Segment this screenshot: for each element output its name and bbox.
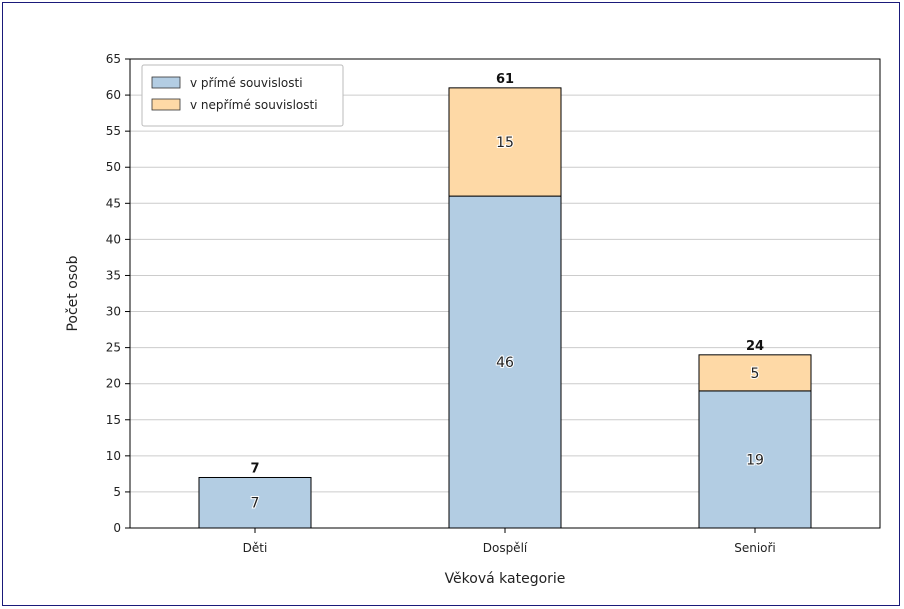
total-labels: 7 61 24 <box>250 72 764 477</box>
bar-segment <box>198 476 312 529</box>
segment-value-label: 46 <box>496 355 514 371</box>
legend-swatch-direct <box>151 76 181 89</box>
total-value-label: 7 <box>250 461 259 476</box>
y-tick-label: 50 <box>106 160 121 174</box>
y-tick-label: 60 <box>106 88 121 102</box>
total-value-label: 24 <box>746 339 764 354</box>
segment-value-label: 5 <box>751 366 760 382</box>
bar-segment <box>448 195 562 529</box>
total-value-label: 61 <box>496 72 514 87</box>
y-tick-label: 35 <box>106 268 121 282</box>
y-tick-label: 40 <box>106 232 121 246</box>
y-tick-label: 5 <box>113 485 121 499</box>
y-tick-label: 20 <box>106 377 121 391</box>
legend-label-indirect: v nepřímé souvislosti <box>190 98 318 112</box>
x-tick-label: Děti <box>243 541 268 555</box>
x-tick-label: Senioři <box>734 541 776 555</box>
y-axis-ticks: 0 5 10 15 20 25 30 35 40 45 50 55 60 65 <box>106 52 130 535</box>
legend-box <box>141 64 344 127</box>
y-tick-label: 25 <box>106 341 121 355</box>
x-axis-ticks: Děti Dospělí Senioři <box>243 528 776 555</box>
bar-segment <box>698 390 812 529</box>
y-tick-label: 30 <box>106 305 121 319</box>
bar-segment <box>698 354 812 392</box>
x-tick-label: Dospělí <box>483 541 528 555</box>
y-tick-label: 55 <box>106 124 121 138</box>
y-tick-label: 0 <box>113 521 121 535</box>
y-axis-title: Počet osob <box>65 255 81 331</box>
segment-value-label: 7 <box>251 496 260 512</box>
y-tick-label: 15 <box>106 413 121 427</box>
segment-value-label: 15 <box>496 135 514 151</box>
y-tick-label: 45 <box>106 196 121 210</box>
bar-segment <box>448 87 562 197</box>
segment-value-label: 19 <box>746 452 764 468</box>
legend: v přímé souvislosti v nepřímé souvislost… <box>141 64 344 127</box>
x-axis-title: Věková kategorie <box>445 571 566 587</box>
y-tick-label: 10 <box>106 449 121 463</box>
segment-labels: 7 46 15 19 5 <box>250 134 765 513</box>
legend-swatch-indirect <box>151 98 181 111</box>
legend-label-direct: v přímé souvislosti <box>190 76 303 90</box>
bars-group <box>198 87 812 529</box>
y-tick-label: 65 <box>106 52 121 66</box>
